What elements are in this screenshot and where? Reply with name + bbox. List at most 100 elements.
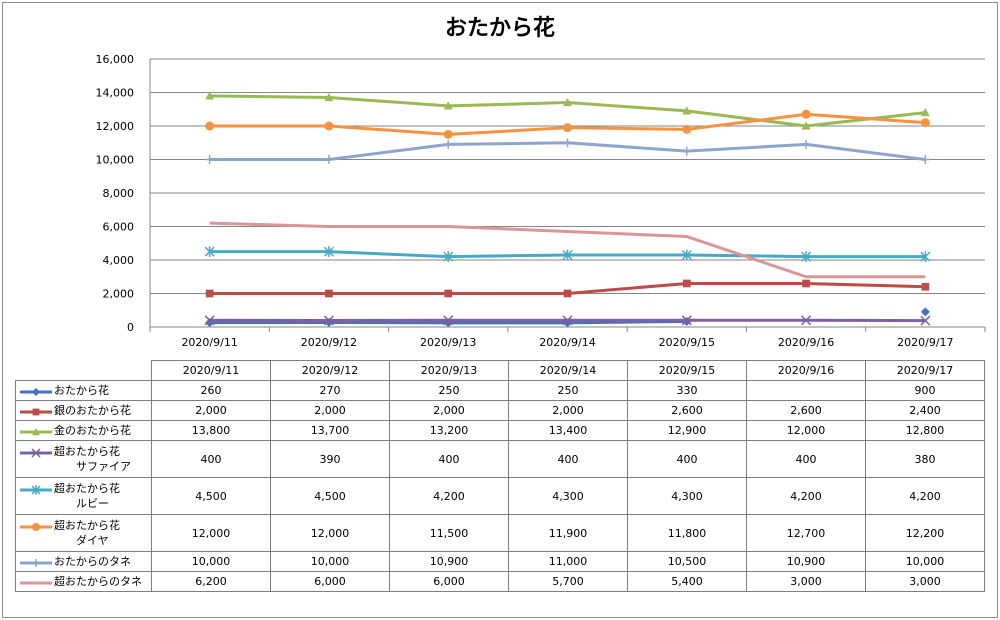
table-corner xyxy=(15,360,152,381)
table-header-cell: 2020/9/17 xyxy=(865,360,985,381)
series-name-line: ダイヤ xyxy=(76,534,109,547)
y-tick-label: 6,000 xyxy=(103,221,135,234)
data-point xyxy=(323,315,334,326)
series-legend-cell: 超おたから花 サファイア xyxy=(15,440,152,478)
data-point xyxy=(325,289,333,298)
series-name-line: ルビー xyxy=(76,497,109,510)
table-value-cell: 10,000 xyxy=(151,551,271,572)
series-legend-cell: 金のおたから花 xyxy=(15,420,152,441)
data-point xyxy=(324,93,334,102)
legend-marker xyxy=(32,408,40,416)
legend-marker xyxy=(32,428,40,436)
table-row: 超おたからのタネ 6,200 6,000 6,000 5,700 5,400 3,000 3,… xyxy=(15,571,985,592)
table-value-cell: 4,500 xyxy=(151,477,271,515)
table-value-cell: 12,000 xyxy=(151,514,271,552)
table-value-cell: 250 xyxy=(389,380,509,401)
table-value-cell: 3,000 xyxy=(746,571,866,592)
x-tick-label: 2020/9/12 xyxy=(301,336,357,349)
chart-title: おたから花 xyxy=(444,16,555,41)
y-tick-label: 16,000 xyxy=(96,53,135,66)
table-value-cell: 2,000 xyxy=(508,400,628,421)
x-tick-label: 2020/9/14 xyxy=(539,336,595,349)
data-point xyxy=(920,251,931,263)
table-row: 金のおたから花 13,800 13,700 13,200 13,400 12,900 12,… xyxy=(15,420,985,441)
table-value-cell: 10,000 xyxy=(865,551,985,572)
table-value-cell: 13,400 xyxy=(508,420,628,441)
data-point xyxy=(921,282,930,291)
table-value-cell: 900 xyxy=(865,380,985,401)
data-point xyxy=(205,91,215,100)
series-2 xyxy=(205,279,930,298)
data-table: 2020/9/11 2020/9/12 2020/9/13 2020/9/14 2020… xyxy=(15,360,985,592)
table-value-cell: 12,700 xyxy=(746,514,866,552)
table-value-cell: 400 xyxy=(627,440,747,478)
table-value-cell: 400 xyxy=(508,440,628,478)
data-point xyxy=(563,138,572,148)
series-7 xyxy=(205,138,930,164)
data-point xyxy=(802,279,810,288)
table-value-cell: 4,200 xyxy=(746,477,866,515)
series-name: 超おたから花 サファイア xyxy=(54,444,131,474)
data-point xyxy=(562,249,573,261)
series-8 xyxy=(209,221,926,279)
table-row: 超おたから花 ダイヤ 12,000 12,000 11,500 11,900 11,800 1… xyxy=(15,514,985,552)
series-name-line: おたから花 xyxy=(54,384,109,397)
data-point xyxy=(920,118,930,128)
series-name-line: 超おたから花 xyxy=(54,482,120,495)
data-point xyxy=(563,98,572,107)
series-legend-cell: おたからのタネ xyxy=(15,551,152,572)
table-value-cell: 4,500 xyxy=(270,477,390,515)
data-point xyxy=(204,246,215,258)
series-5 xyxy=(204,246,931,263)
series-name: 超おたから花ダイヤ xyxy=(54,518,120,548)
table-header-row: 2020/9/11 2020/9/12 2020/9/13 2020/9/14 2020… xyxy=(15,360,985,381)
data-point xyxy=(443,129,453,139)
table-row: 超おたから花 ルビー 4,500 4,500 4,200 4,300 4,300 4,200 4… xyxy=(15,477,985,515)
series-name-line: 超おたから花 xyxy=(54,519,120,532)
table-value-cell: 4,200 xyxy=(389,477,509,515)
series-legend-cell: 超おたから花ルビー xyxy=(15,477,152,515)
series-name-line: おたからのタネ xyxy=(54,555,131,568)
series-name: 超おたからのタネ xyxy=(54,574,142,589)
series-name: おたから花 xyxy=(54,383,109,398)
table-header-cell: 2020/9/11 xyxy=(151,360,271,381)
y-tick-label: 2,000 xyxy=(103,288,135,301)
data-point xyxy=(801,251,812,263)
legend-marker xyxy=(32,388,40,396)
data-point xyxy=(323,246,334,258)
y-tick-label: 8,000 xyxy=(103,187,135,200)
table-value-cell xyxy=(746,380,866,401)
legend-key xyxy=(18,484,54,496)
table-row: おたから花 260 270 250 250 330 900 xyxy=(15,380,985,401)
table-value-cell: 380 xyxy=(865,440,985,478)
data-point xyxy=(205,155,215,164)
legend-key xyxy=(18,557,54,569)
series-4 xyxy=(204,315,931,326)
table-value-cell: 10,900 xyxy=(746,551,866,572)
table-value-cell: 10,000 xyxy=(270,551,390,572)
table-value-cell: 250 xyxy=(508,380,628,401)
table-row: 超おたから花 サファイア 400 390 400 400 400 400 380 xyxy=(15,440,985,478)
data-point xyxy=(920,155,930,164)
line-chart: 0 2,000 4,000 6,000 8,000 10,000 12,000 14,000 1… xyxy=(96,53,986,349)
table-value-cell: 2,000 xyxy=(389,400,509,421)
data-point xyxy=(682,106,692,115)
table-value-cell: 12,900 xyxy=(627,420,747,441)
data-point xyxy=(920,108,930,117)
series-legend-cell: おたから花 xyxy=(15,380,152,401)
legend-key xyxy=(18,577,54,589)
table-value-cell: 11,000 xyxy=(508,551,628,572)
legend-key xyxy=(18,447,54,459)
data-point xyxy=(563,123,572,133)
series-name-line: 超おたから花 xyxy=(54,445,120,458)
data-point xyxy=(681,315,692,326)
table-value-cell: 3,000 xyxy=(865,571,985,592)
table-header-cell: 2020/9/15 xyxy=(627,360,747,381)
table-header-cell: 2020/9/16 xyxy=(746,360,866,381)
table-value-cell: 400 xyxy=(389,440,509,478)
series-6 xyxy=(205,109,930,139)
table-value-cell: 330 xyxy=(627,380,747,401)
series-line xyxy=(209,221,926,279)
table-value-cell: 11,900 xyxy=(508,514,628,552)
table-value-cell: 13,800 xyxy=(151,420,271,441)
